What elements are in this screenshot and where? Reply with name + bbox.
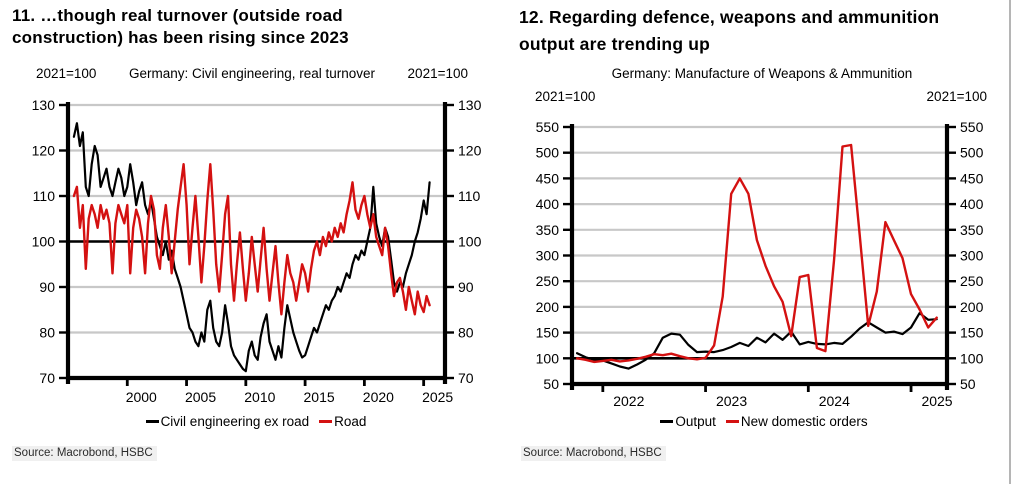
page-right-border — [1009, 0, 1011, 484]
y-tick-label-right: 150 — [960, 325, 984, 341]
x-tick-label: 2010 — [244, 389, 275, 405]
y-tick-label-left: 550 — [536, 119, 560, 135]
y-tick-label-left: 200 — [536, 299, 560, 315]
legend-item: New domestic orders — [725, 414, 868, 429]
x-tick-label: 2015 — [304, 389, 335, 405]
y-tick-label-left: 250 — [536, 273, 560, 289]
y-tick-label-left: 50 — [543, 376, 559, 392]
chart11-title: 11. …though real turnover (outside road … — [12, 5, 490, 49]
x-tick-label: 2023 — [716, 393, 747, 409]
y-tick-label-left: 300 — [536, 248, 560, 264]
chart12-legend: Output New domestic orders — [517, 414, 1011, 429]
civil-engineering-line-chart: 70 70 80 80 90 90 100 100 110 110 120 120 130 130 2000… — [32, 97, 482, 405]
y-tick-label-left: 110 — [33, 188, 56, 204]
y-tick-label-left: 500 — [536, 145, 560, 161]
legend-item: Civil engineering ex road — [145, 414, 310, 429]
chart12-title-line1: 12. Regarding defence, weapons and ammun… — [519, 7, 940, 27]
y-tick-label-left: 100 — [32, 234, 56, 250]
y-tick-label-right: 90 — [458, 279, 474, 295]
y-tick-label-left: 350 — [536, 222, 560, 238]
chart12-axis-unit-right: 2021=100 — [926, 89, 987, 104]
y-tick-label-left: 80 — [39, 325, 55, 341]
x-tick-label: 2022 — [613, 393, 644, 409]
chart11-subtitle-row: 2021=100 Germany: Civil engineering, rea… — [36, 66, 468, 81]
x-tick-label: 2000 — [126, 389, 157, 405]
y-tick-label-right: 400 — [960, 196, 984, 212]
y-tick-label-right: 450 — [960, 170, 984, 186]
chart12-source: Source: Macrobond, HSBC — [521, 446, 666, 461]
chart11-title-line1: 11. …though real turnover (outside road — [12, 6, 343, 25]
y-tick-label-left: 450 — [536, 170, 560, 186]
y-tick-label-right: 550 — [960, 119, 984, 135]
legend-item: Output — [660, 414, 716, 429]
weapons-ammunition-line-chart: 50 50 100 100 150 150 200 200 250 250 300 300 350 350… — [536, 119, 984, 409]
y-tick-label-right: 70 — [458, 370, 474, 386]
y-tick-label-left: 70 — [39, 370, 55, 386]
y-tick-label-right: 110 — [458, 188, 481, 204]
x-tick-label: 2025 — [921, 393, 952, 409]
y-tick-label-right: 50 — [960, 376, 976, 392]
x-tick-label: 2025 — [422, 389, 453, 405]
y-tick-label-right: 350 — [960, 222, 984, 238]
y-tick-label-left: 120 — [32, 143, 56, 159]
legend-label: Road — [334, 414, 367, 429]
chart11-axis-unit-right: 2021=100 — [407, 66, 468, 81]
chart12-subtitle: Germany: Manufacture of Weapons & Ammuni… — [611, 66, 913, 81]
chart12-title-line2: output are trending up — [519, 34, 711, 54]
y-tick-label-left: 400 — [536, 196, 560, 212]
y-tick-label-right: 300 — [960, 248, 984, 264]
chart12-axis-unit-left: 2021=100 — [535, 89, 596, 104]
y-tick-label-left: 90 — [39, 279, 55, 295]
red-line-marker-icon — [319, 420, 333, 423]
chart11-legend: Civil engineering ex road Road — [10, 414, 502, 429]
black-line-marker-icon — [660, 420, 674, 423]
red-line-marker-icon — [725, 420, 739, 423]
series-line-0 — [575, 312, 938, 370]
legend-label: Civil engineering ex road — [160, 414, 310, 429]
chart12-units-row: 2021=100 2021=100 — [535, 89, 987, 104]
black-line-marker-icon — [145, 420, 159, 423]
y-tick-label-right: 200 — [960, 299, 984, 315]
series-line-1 — [575, 143, 938, 364]
x-tick-label: 2020 — [363, 389, 394, 405]
x-tick-label: 2024 — [819, 393, 850, 409]
chart11-axis-unit-left: 2021=100 — [36, 66, 97, 81]
legend-label: New domestic orders — [740, 414, 868, 429]
y-tick-label-right: 250 — [960, 273, 984, 289]
legend-label: Output — [675, 414, 716, 429]
y-tick-label-right: 500 — [960, 145, 984, 161]
x-tick-label: 2005 — [185, 389, 216, 405]
y-tick-label-left: 150 — [536, 325, 560, 341]
chart12-title: 12. Regarding defence, weapons and ammun… — [519, 4, 1001, 58]
y-tick-label-right: 100 — [960, 350, 984, 366]
y-tick-label-right: 80 — [458, 325, 474, 341]
chart11-source: Source: Macrobond, HSBC — [12, 446, 157, 461]
y-tick-label-left: 130 — [32, 97, 56, 113]
y-tick-label-right: 100 — [458, 234, 482, 250]
legend-item: Road — [319, 414, 366, 429]
chart11-subtitle: Germany: Civil engineering, real turnove… — [128, 66, 376, 81]
y-tick-label-right: 120 — [458, 143, 482, 159]
y-tick-label-right: 130 — [458, 97, 482, 113]
chart11-title-line2: construction) has been rising since 2023 — [12, 28, 349, 47]
series-line-1 — [72, 162, 431, 316]
y-tick-label-left: 100 — [536, 350, 560, 366]
